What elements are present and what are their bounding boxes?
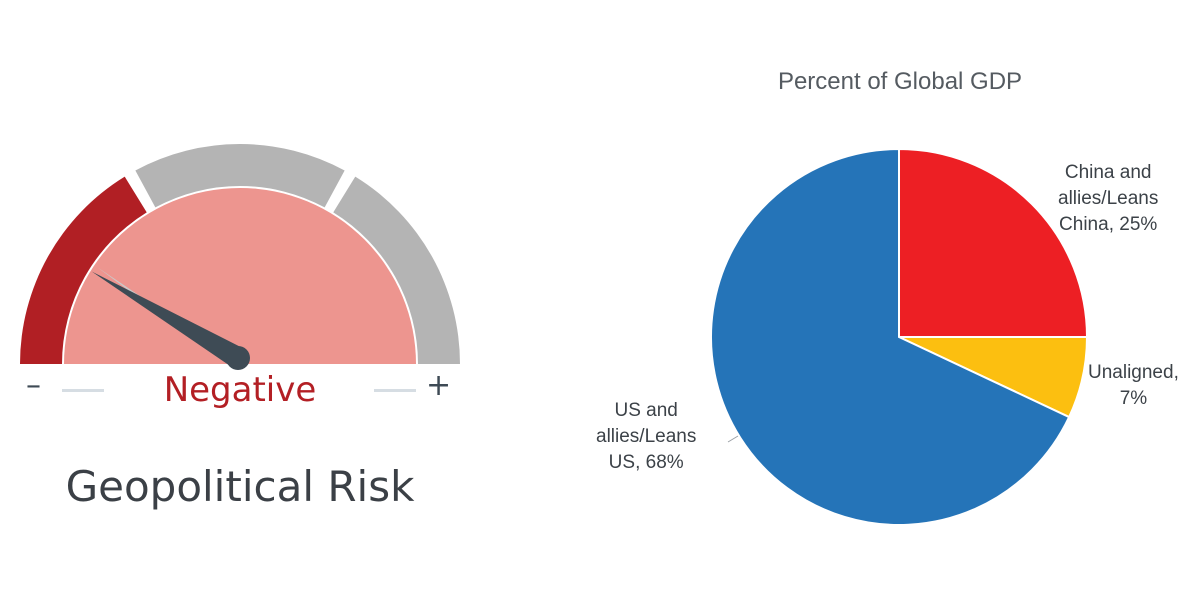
gauge-status-label: Negative — [163, 370, 317, 410]
global-gdp-pie-panel: Percent of Global GDP China and allies/Le… — [560, 0, 1200, 600]
gauge-title: Geopolitical Risk — [65, 462, 415, 511]
pie-label-line: allies/Leans — [1058, 188, 1159, 209]
pie-leader-line — [727, 435, 739, 443]
pie-label-line: US, 68% — [608, 452, 684, 473]
geopolitical-risk-gauge-panel: – Negative + Geopolitical Risk — [0, 0, 480, 600]
gauge-band-positive — [333, 176, 460, 364]
gauge-right-dash — [374, 389, 416, 392]
pie-label-line: China, 25% — [1059, 214, 1158, 235]
gauge-minus-symbol: – — [26, 368, 41, 403]
gauge-needle-hub — [226, 346, 250, 370]
pie-slice — [710, 147, 1071, 526]
pie-label-line: 7% — [1119, 388, 1148, 409]
pie-label-line: China and — [1064, 162, 1152, 183]
pie-slice — [898, 147, 1089, 338]
pie-slice-label: Unaligned, 7% — [1088, 360, 1179, 412]
gauge-left-dash — [62, 389, 104, 392]
risk-gauge — [20, 144, 460, 370]
pie-label-line: US and — [614, 400, 678, 421]
gauge-band-negative — [20, 176, 147, 364]
pie-chart-title: Percent of Global GDP — [777, 68, 1023, 95]
pie-chart — [710, 147, 1089, 526]
gauge-needle — [91, 271, 244, 368]
pie-slice-label: China and allies/Leans China, 25% — [1058, 160, 1158, 238]
gauge-band-neutral — [135, 144, 345, 208]
pie-label-line: Unaligned, — [1088, 362, 1179, 383]
gauge-plus-symbol: + — [426, 368, 452, 403]
gauge-fill — [64, 188, 416, 364]
pie-label-line: allies/Leans — [596, 426, 697, 447]
pie-slice-label: US and allies/Leans US, 68% — [596, 398, 696, 476]
